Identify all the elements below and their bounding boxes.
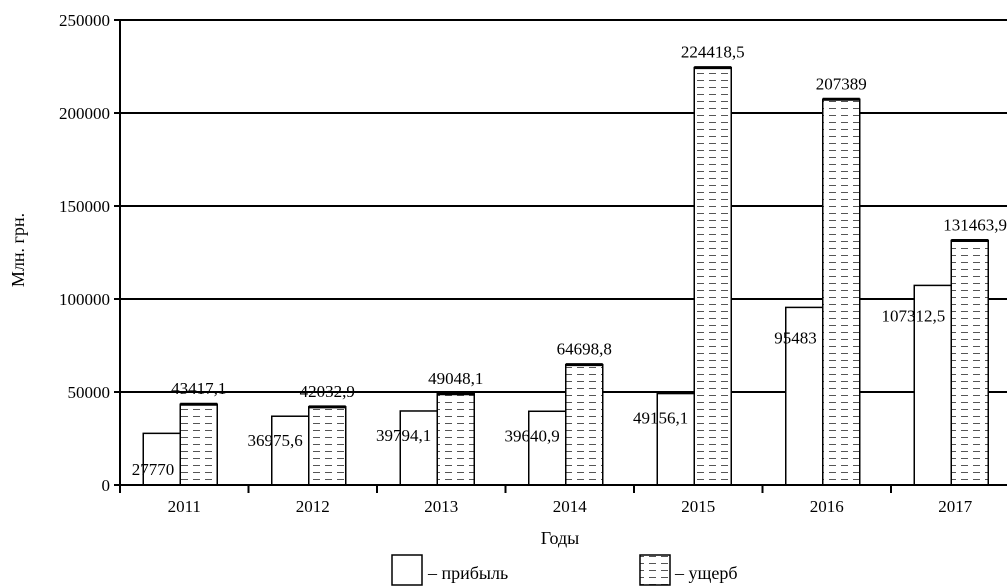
data-labels: 43417,1 27770 42032,9 36975,6 49048,1 39794,1… [132,43,1007,479]
bar-damage [693,66,732,486]
bar-damage [436,393,475,486]
y-tick-label: 200000 [59,104,110,123]
bars [142,66,989,486]
x-tick-label: 2011 [168,497,201,516]
data-label-profit: 107312,5 [882,306,946,325]
data-label-damage: 207389 [816,74,867,93]
bar-damage [179,403,218,486]
y-tick-label: 0 [102,476,111,495]
axes: 0 50000 100000 150000 200000 250000 2011 2012 20… [59,11,1007,516]
y-tick-label: 250000 [59,11,110,30]
data-label-profit: 49156,1 [633,409,688,428]
x-tick-label: 2015 [681,497,715,516]
x-tick-label: 2014 [553,497,588,516]
x-tick-label: 2012 [296,497,330,516]
bar-damage [565,363,604,486]
y-tick-label: 100000 [59,290,110,309]
data-label-profit: 39794,1 [376,426,431,445]
data-label-damage: 64698,8 [557,340,612,359]
bar-profit [528,410,567,486]
bar-profit [271,415,310,486]
x-axis-title: Годы [541,528,580,548]
data-label-profit: 27770 [132,460,175,479]
bar-damage [950,239,989,486]
y-tick-label: 50000 [68,383,111,402]
data-label-profit: 95483 [774,328,817,347]
data-label-damage: 49048,1 [428,369,483,388]
legend-label-damage: – ущерб [674,563,738,583]
bar-profit [656,392,695,486]
data-label-profit: 39640,9 [505,426,560,445]
data-label-damage: 42032,9 [300,382,355,401]
gridlines [120,19,1007,393]
data-label-damage: 224418,5 [681,43,745,62]
y-axis-title: Млн. грн. [8,213,28,287]
data-label-damage: 43417,1 [171,379,226,398]
data-label-damage: 131463,9 [943,215,1007,234]
bar-damage [822,98,861,486]
legend-swatch-damage [639,554,671,586]
bar-profit [785,306,824,486]
x-tick-label: 2017 [938,497,973,516]
legend-label-profit: – прибыль [427,563,508,583]
bar-profit [399,410,438,486]
legend: – прибыль – ущерб [391,554,738,586]
data-label-profit: 36975,6 [248,431,303,450]
x-tick-label: 2013 [424,497,458,516]
x-tick-label: 2016 [810,497,844,516]
bar-damage [308,406,347,486]
legend-swatch-profit [391,554,423,586]
y-tick-label: 150000 [59,197,110,216]
